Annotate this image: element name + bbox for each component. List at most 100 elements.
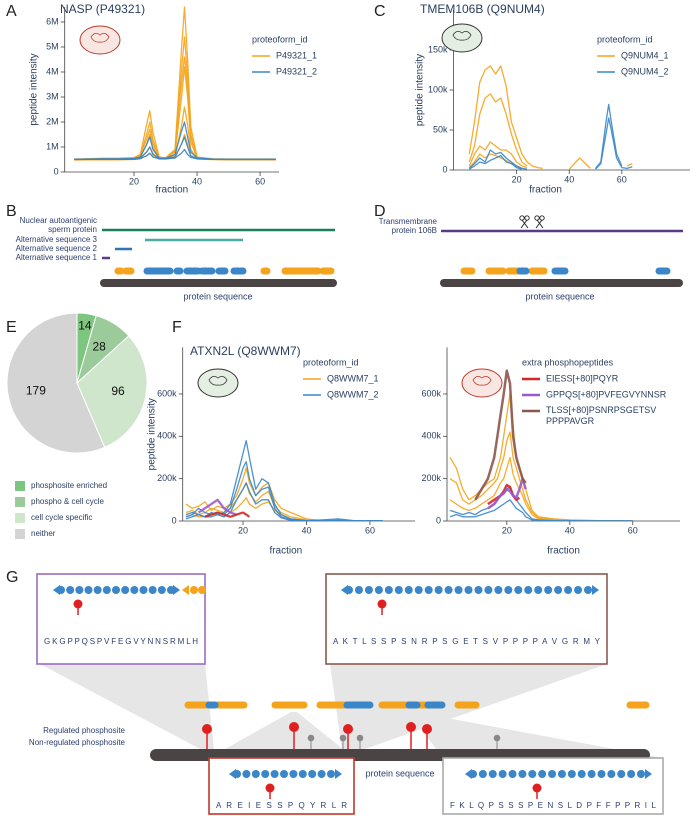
x-tick-label: 40 bbox=[192, 176, 202, 186]
x-tick-label: 60 bbox=[255, 176, 265, 186]
pin-head bbox=[265, 783, 275, 793]
bead bbox=[577, 770, 586, 778]
cell-icon bbox=[452, 31, 472, 41]
legend-label: Q9NUM4_1 bbox=[621, 50, 669, 60]
x-axis-title: fraction bbox=[547, 546, 580, 557]
panel-label: G bbox=[6, 569, 18, 586]
peptide-line bbox=[449, 456, 633, 522]
bead bbox=[57, 586, 65, 594]
cell-icon bbox=[472, 376, 492, 386]
axis-label: protein sequence bbox=[525, 291, 594, 301]
y-tick-label: 4M bbox=[46, 66, 59, 76]
y-tick-label: 200k bbox=[421, 473, 441, 483]
bead bbox=[478, 770, 487, 778]
bead-end bbox=[592, 585, 599, 595]
legend-label: GPPQS[+80]PVFEGVYNNSR bbox=[546, 389, 667, 399]
peptide-line bbox=[468, 93, 528, 167]
chart-title: ATXN2L (Q8WWM7) bbox=[190, 344, 301, 358]
bead bbox=[484, 586, 493, 594]
pin-head bbox=[73, 599, 83, 609]
x-tick-label: 40 bbox=[564, 174, 574, 184]
bead bbox=[557, 770, 566, 778]
x-tick-label: 20 bbox=[502, 525, 512, 535]
y-tick-label: 400k bbox=[421, 431, 441, 441]
bead bbox=[261, 770, 270, 778]
protein-label: sperm protein bbox=[48, 225, 97, 234]
peptide-line bbox=[185, 482, 383, 522]
legend-title: proteoform_id bbox=[597, 34, 653, 44]
x-tick-label: 60 bbox=[365, 525, 375, 535]
panel-label: E bbox=[6, 319, 17, 336]
bead bbox=[280, 770, 288, 778]
legend-title: proteoform_id bbox=[303, 357, 359, 367]
protein-label: Nuclear autoantigenic bbox=[20, 216, 97, 225]
bead bbox=[434, 586, 443, 594]
bead bbox=[75, 586, 84, 594]
chart-title: TMEM106B (Q9NUM4) bbox=[420, 2, 545, 16]
peptide-box bbox=[442, 757, 664, 815]
y-tick-label: 50k bbox=[433, 124, 448, 134]
x-tick-label: 20 bbox=[238, 525, 248, 535]
legend-label: Q8WWM7_2 bbox=[327, 389, 379, 399]
x-axis-title: fraction bbox=[529, 185, 562, 196]
protein-bar bbox=[100, 279, 337, 287]
panel-label: D bbox=[374, 203, 386, 220]
y-tick-label: 5M bbox=[46, 41, 59, 51]
peptide-line bbox=[468, 65, 543, 170]
legend-swatch bbox=[15, 497, 25, 507]
y-tick-label: 400k bbox=[157, 431, 177, 441]
panel-label: C bbox=[374, 3, 386, 20]
slice-label: 179 bbox=[26, 384, 46, 398]
bead bbox=[190, 586, 198, 594]
pin-head bbox=[356, 734, 364, 742]
bead bbox=[514, 586, 523, 594]
x-tick-label: 40 bbox=[301, 525, 311, 535]
bead bbox=[327, 770, 335, 778]
legend-label: TLSS[+80]PSNRPSGETSV PPPPAVGR bbox=[546, 405, 656, 426]
bead bbox=[534, 586, 543, 594]
peptide-sequence: F K L Q P S S S P E N S L D P F F P P R … bbox=[450, 801, 657, 810]
peptide-line bbox=[468, 141, 528, 169]
bead bbox=[374, 586, 383, 594]
panel-label: F bbox=[172, 319, 182, 336]
bead bbox=[251, 770, 260, 778]
legend-swatch bbox=[15, 529, 25, 539]
bead bbox=[130, 586, 139, 594]
x-axis-title: fraction bbox=[269, 546, 302, 557]
bead bbox=[524, 586, 533, 594]
bead bbox=[317, 770, 326, 778]
y-tick-label: 0 bbox=[54, 166, 59, 176]
pin-head bbox=[493, 734, 501, 742]
isoform-label: Alternative sequence 3 bbox=[16, 235, 98, 244]
cell-icon bbox=[90, 33, 110, 43]
bead bbox=[384, 586, 393, 594]
peptide-line bbox=[468, 117, 633, 170]
legend-regulated: Regulated phosphosite bbox=[43, 726, 125, 735]
pie-slice bbox=[76, 335, 148, 448]
cleavage-icons bbox=[519, 215, 545, 229]
peptide-line bbox=[487, 477, 527, 510]
legend-label: Q8WWM7_1 bbox=[327, 373, 379, 383]
bead bbox=[394, 586, 403, 594]
axis-label: protein sequence bbox=[183, 291, 252, 301]
peptide-line bbox=[449, 431, 633, 522]
y-tick-label: 1M bbox=[46, 141, 59, 151]
pin-head bbox=[339, 734, 347, 742]
y-tick-label: 2M bbox=[46, 116, 59, 126]
peptide-boxes: G K G P P Q S P V F E G V Y N N S R M L … bbox=[36, 573, 664, 815]
peptide-line bbox=[468, 153, 633, 170]
isoform-bars bbox=[102, 228, 335, 260]
peptide-line bbox=[474, 369, 527, 501]
bead bbox=[298, 770, 307, 778]
y-axis-title: peptide intensity bbox=[415, 54, 426, 126]
legend-label: phosphosite enriched bbox=[31, 481, 107, 490]
slice-label: 28 bbox=[92, 339, 106, 353]
y-tick-label: 0 bbox=[172, 515, 177, 525]
bead-end bbox=[335, 769, 342, 779]
x-tick-label: 40 bbox=[565, 525, 575, 535]
bead bbox=[345, 586, 353, 594]
phosphosites bbox=[202, 722, 501, 749]
bead bbox=[548, 770, 557, 778]
bead bbox=[66, 586, 75, 594]
bead bbox=[488, 770, 497, 778]
